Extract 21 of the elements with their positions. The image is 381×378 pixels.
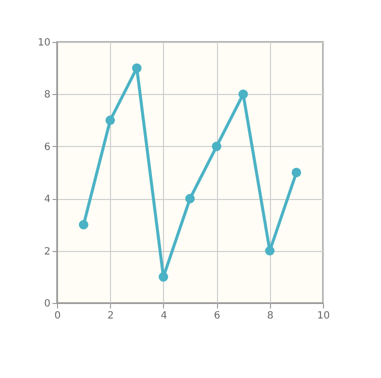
x-tick-label: 4 [160, 310, 168, 322]
y-tick-label: 6 [44, 142, 50, 153]
y-tick-label: 10 [38, 38, 50, 48]
x-tick-label: 2 [108, 310, 114, 322]
y-tick-label: 8 [44, 90, 50, 101]
x-tick-label: 6 [214, 310, 220, 322]
point [238, 89, 248, 99]
y-tick-label: 2 [44, 246, 50, 258]
y-tick-label: 4 [44, 194, 50, 206]
point [185, 194, 195, 204]
point [212, 142, 222, 152]
x-tick-label: 0 [54, 310, 61, 322]
point [105, 116, 115, 126]
point [292, 168, 302, 178]
y-tick-label: 0 [44, 298, 50, 310]
point [132, 63, 142, 73]
x-tick-label: 10 [317, 310, 330, 322]
point [78, 220, 88, 230]
point [265, 246, 275, 256]
point [158, 272, 168, 282]
x-tick-label: 8 [267, 310, 274, 322]
